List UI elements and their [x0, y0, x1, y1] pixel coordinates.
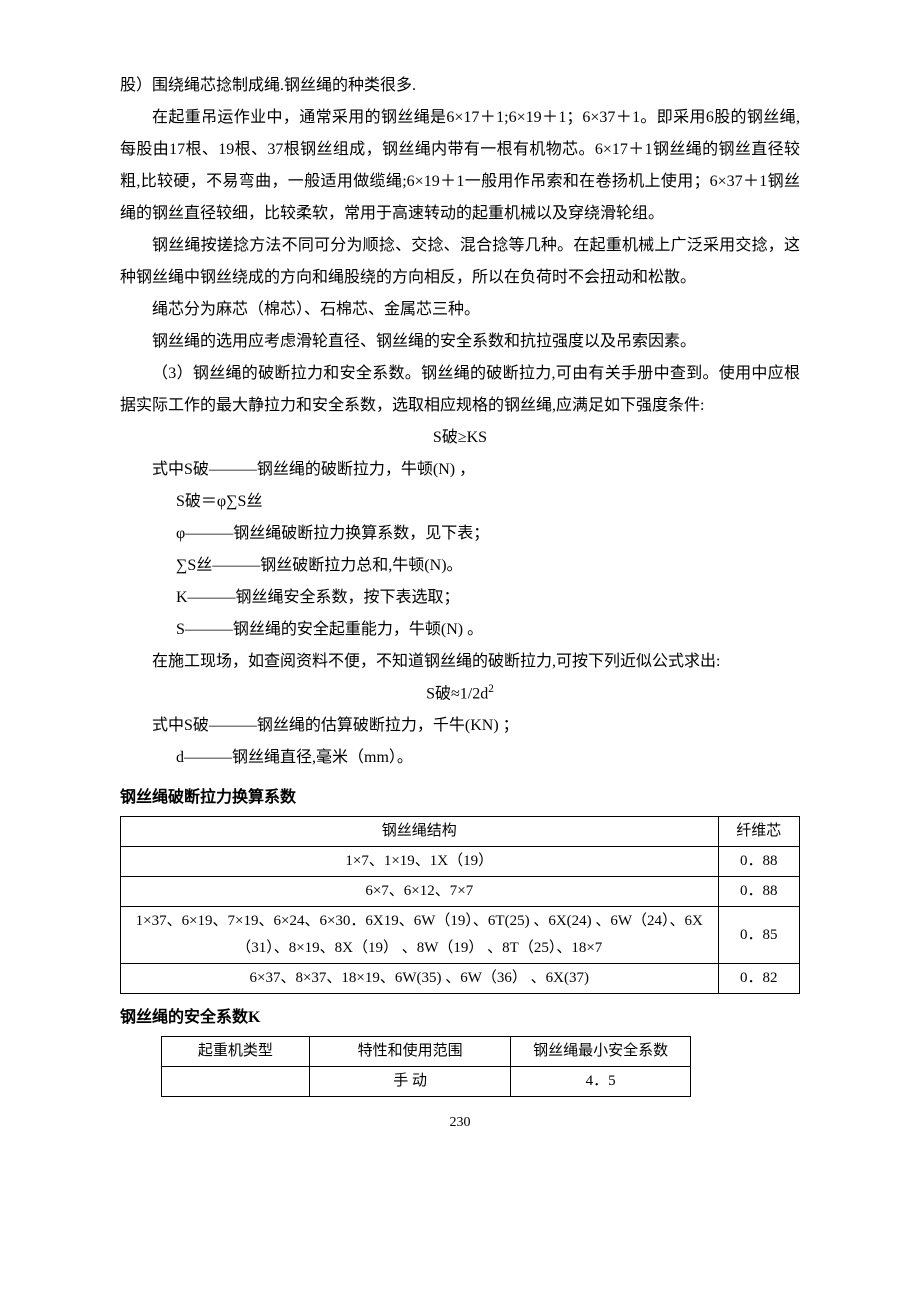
table-cell: 0．85 — [718, 907, 799, 964]
table-cell: 6×7、6×12、7×7 — [121, 877, 719, 907]
table-cell: 6×37、8×37、18×19、6W(35) 、6W（36） 、6X(37) — [121, 964, 719, 994]
formula-definition: ∑S丝———钢丝破断拉力总和,牛顿(N)。 — [120, 550, 800, 582]
page-number: 230 — [120, 1109, 800, 1137]
table-cell: 0．88 — [718, 877, 799, 907]
table-row: 1×37、6×19、7×19、6×24、6×30．6X19、6W（19）、6T(… — [121, 907, 800, 964]
table-header: 起重机类型 — [161, 1037, 309, 1067]
formula: S破≈1/2d2 — [120, 678, 800, 710]
formula-definition: S破＝φ∑S丝 — [120, 486, 800, 518]
table-row: 钢丝绳结构 纤维芯 — [121, 817, 800, 847]
paragraph: （3）钢丝绳的破断拉力和安全系数。钢丝绳的破断拉力,可由有关手册中查到。使用中应… — [120, 358, 800, 422]
table-header: 钢丝绳最小安全系数 — [511, 1037, 691, 1067]
table-row: 6×37、8×37、18×19、6W(35) 、6W（36） 、6X(37) 0… — [121, 964, 800, 994]
formula-definition: 式中S破———钢丝绳的破断拉力，牛顿(N) ， — [120, 454, 800, 486]
paragraph: 在施工现场，如查阅资料不便，不知道钢丝绳的破断拉力,可按下列近似公式求出: — [120, 646, 800, 678]
conversion-factor-table: 钢丝绳结构 纤维芯 1×7、1×19、1X（19） 0．88 6×7、6×12、… — [120, 816, 800, 994]
table-row: 手 动 4．5 — [161, 1067, 690, 1097]
table-row: 6×7、6×12、7×7 0．88 — [121, 877, 800, 907]
table-cell: 1×7、1×19、1X（19） — [121, 847, 719, 877]
paragraph: 绳芯分为麻芯（棉芯）、石棉芯、金属芯三种。 — [120, 294, 800, 326]
formula-sup: 2 — [488, 683, 494, 695]
formula-definition: K———钢丝绳安全系数，按下表选取； — [120, 582, 800, 614]
paragraph: 钢丝绳的选用应考虑滑轮直径、钢丝绳的安全系数和抗拉强度以及吊索因素。 — [120, 326, 800, 358]
formula-definition: φ———钢丝绳破断拉力换算系数，见下表； — [120, 518, 800, 550]
formula-definition: d———钢丝绳直径,毫米（mm）。 — [120, 742, 800, 774]
table-title: 钢丝绳破断拉力换算系数 — [120, 782, 800, 814]
paragraph: 股）围绕绳芯捻制成绳.钢丝绳的种类很多. — [120, 70, 800, 102]
table-cell: 0．88 — [718, 847, 799, 877]
table-header: 钢丝绳结构 — [121, 817, 719, 847]
table-header: 特性和使用范围 — [310, 1037, 511, 1067]
table-title: 钢丝绳的安全系数K — [120, 1002, 800, 1034]
table-row: 起重机类型 特性和使用范围 钢丝绳最小安全系数 — [161, 1037, 690, 1067]
table-row: 1×7、1×19、1X（19） 0．88 — [121, 847, 800, 877]
table-header: 纤维芯 — [718, 817, 799, 847]
formula: S破≥KS — [120, 422, 800, 454]
table-cell — [161, 1067, 309, 1097]
formula-definition: 式中S破———钢丝绳的估算破断拉力，千牛(KN) ； — [120, 710, 800, 742]
table-cell: 0．82 — [718, 964, 799, 994]
formula-text: S破≈1/2d — [426, 685, 488, 702]
table-cell: 手 动 — [310, 1067, 511, 1097]
table-cell: 1×37、6×19、7×19、6×24、6×30．6X19、6W（19）、6T(… — [121, 907, 719, 964]
table-cell: 4．5 — [511, 1067, 691, 1097]
paragraph: 在起重吊运作业中，通常采用的钢丝绳是6×17＋1;6×19＋1；6×37＋1。即… — [120, 102, 800, 230]
safety-factor-table: 起重机类型 特性和使用范围 钢丝绳最小安全系数 手 动 4．5 — [161, 1036, 691, 1097]
paragraph: 钢丝绳按搓捻方法不同可分为顺捻、交捻、混合捻等几种。在起重机械上广泛采用交捻，这… — [120, 230, 800, 294]
formula-definition: S———钢丝绳的安全起重能力，牛顿(N) 。 — [120, 614, 800, 646]
